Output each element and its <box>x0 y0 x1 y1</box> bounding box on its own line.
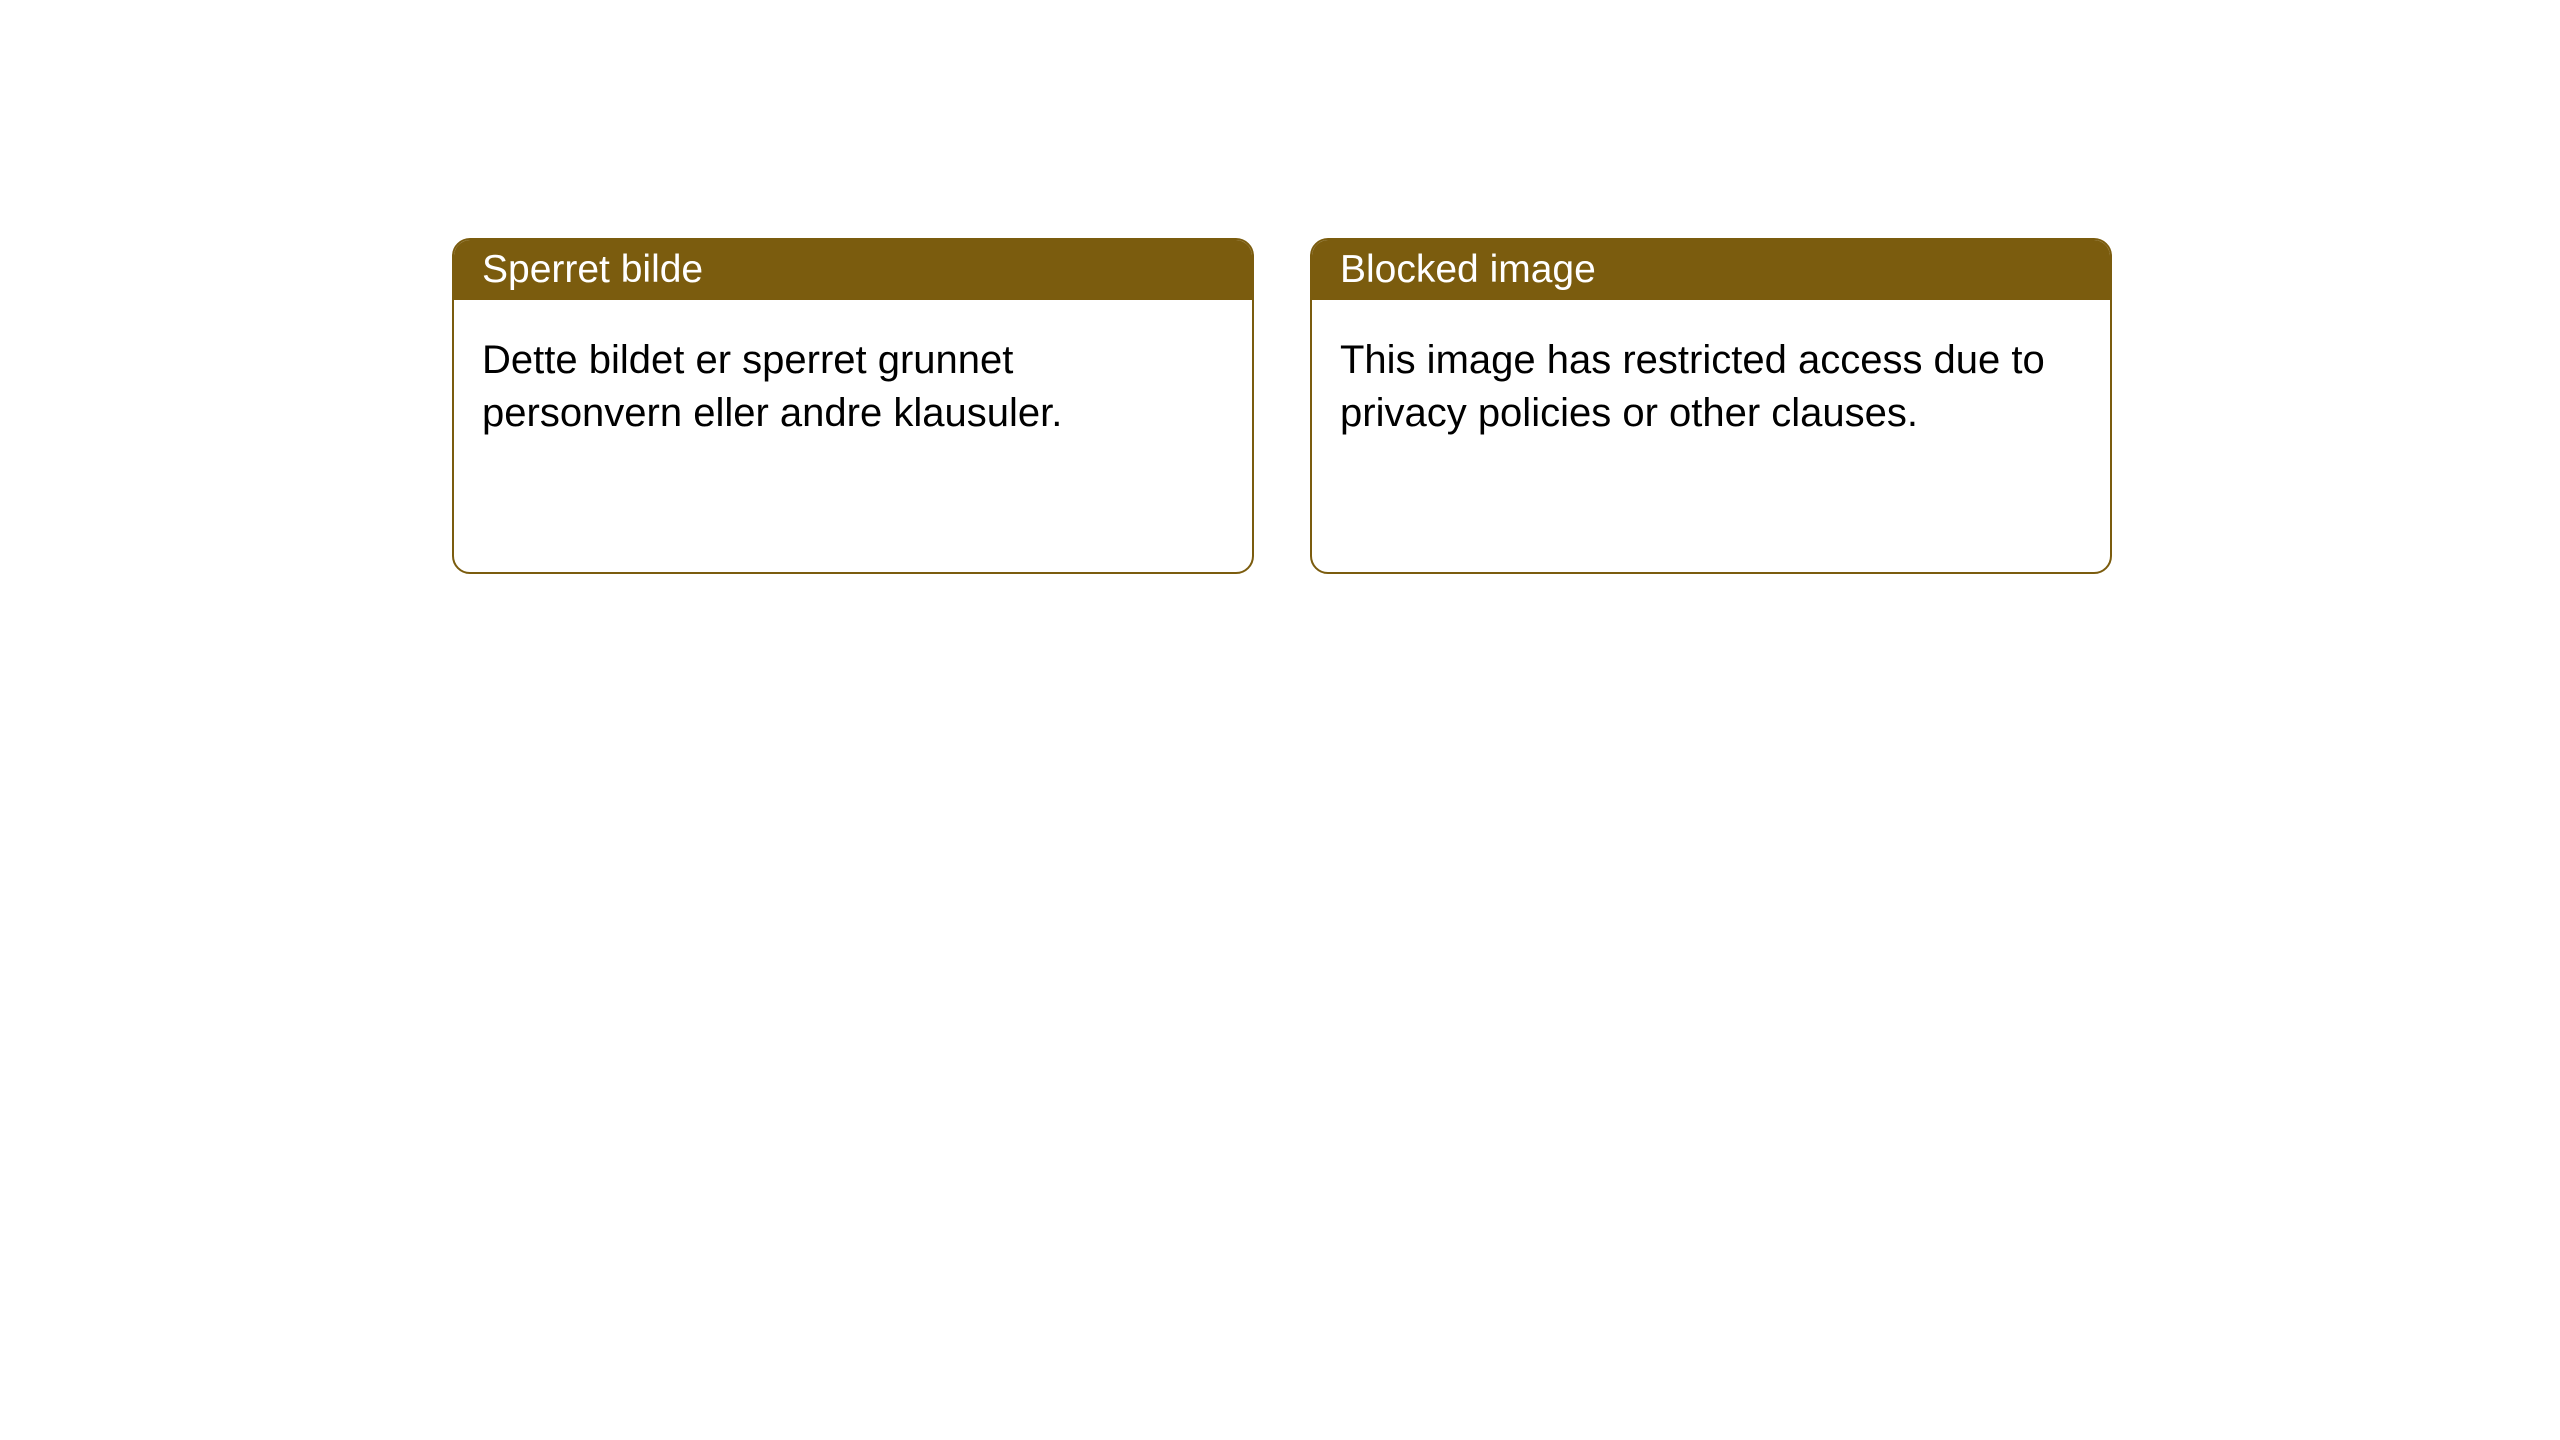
card-title: Sperret bilde <box>482 248 703 292</box>
card-body: This image has restricted access due to … <box>1312 300 2110 474</box>
card-header: Blocked image <box>1312 240 2110 300</box>
card-body-text: This image has restricted access due to … <box>1340 338 2045 435</box>
card-header: Sperret bilde <box>454 240 1252 300</box>
cards-row: Sperret bilde Dette bildet er sperret gr… <box>0 0 2560 574</box>
blocked-image-card-en: Blocked image This image has restricted … <box>1310 238 2112 574</box>
card-body: Dette bildet er sperret grunnet personve… <box>454 300 1252 474</box>
card-body-text: Dette bildet er sperret grunnet personve… <box>482 338 1062 435</box>
blocked-image-card-no: Sperret bilde Dette bildet er sperret gr… <box>452 238 1254 574</box>
card-title: Blocked image <box>1340 248 1596 292</box>
